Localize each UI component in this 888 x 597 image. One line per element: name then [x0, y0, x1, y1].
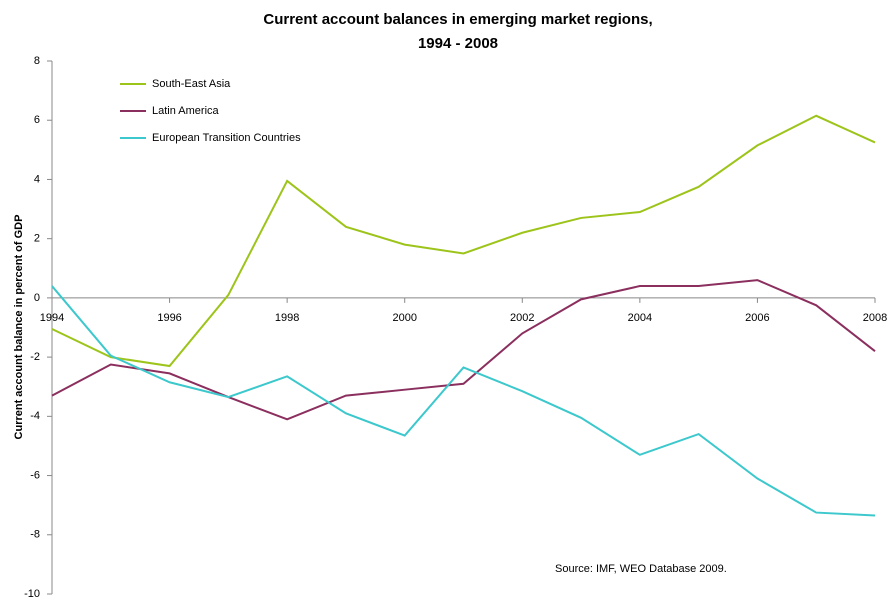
y-tick-label: -10 [24, 588, 40, 597]
series-line [51, 114, 876, 368]
y-tick-label: -6 [30, 469, 40, 481]
x-tick-label: 1998 [275, 312, 299, 324]
x-tick-label: 2000 [392, 312, 416, 324]
x-tick-label: 2004 [628, 312, 652, 324]
legend-label: South-East Asia [152, 78, 231, 90]
y-tick-label: 0 [34, 292, 40, 304]
y-tick-label: 8 [34, 55, 40, 67]
x-tick-label: 2006 [745, 312, 769, 324]
series-line [51, 285, 876, 517]
y-axis-label: Current account balance in percent of GD… [13, 215, 25, 440]
x-tick-label: 1994 [40, 312, 64, 324]
y-tick-label: 6 [34, 114, 40, 126]
annotation: Source: IMF, WEO Database 2009. [555, 563, 727, 575]
chart-title: Current account balances in emerging mar… [263, 11, 652, 28]
y-tick-label: 2 [34, 233, 40, 245]
y-tick-label: -2 [30, 351, 40, 363]
y-tick-label: -8 [30, 529, 40, 541]
x-tick-label: 1996 [157, 312, 181, 324]
x-tick-label: 2008 [863, 312, 887, 324]
legend-label: Latin America [152, 105, 220, 117]
legend-label: European Transition Countries [152, 132, 301, 144]
y-tick-label: -4 [30, 410, 40, 422]
series-line [51, 279, 876, 421]
x-tick-label: 2002 [510, 312, 534, 324]
chart-title: 1994 - 2008 [418, 35, 498, 52]
y-tick-label: 4 [34, 173, 40, 185]
